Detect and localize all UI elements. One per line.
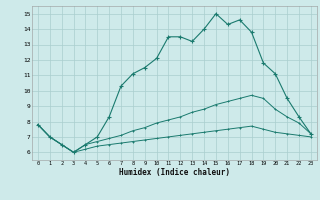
X-axis label: Humidex (Indice chaleur): Humidex (Indice chaleur) [119, 168, 230, 177]
